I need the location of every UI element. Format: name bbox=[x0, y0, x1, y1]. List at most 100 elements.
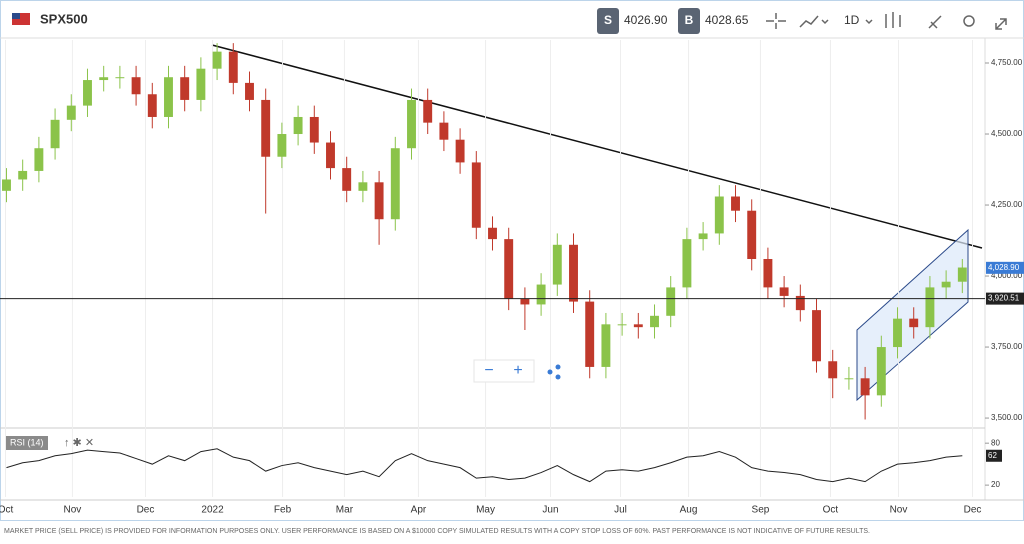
rsi-controls[interactable]: ↑ ✱ ✕ bbox=[64, 437, 94, 449]
candle-body bbox=[925, 287, 935, 328]
x-tick-label: Nov bbox=[64, 505, 82, 516]
candle-body bbox=[390, 148, 400, 220]
y-tick-label: 4,000.00 bbox=[991, 271, 1023, 280]
candle-body bbox=[374, 182, 384, 220]
zoom-controls bbox=[473, 359, 535, 383]
x-tick-label: Oct bbox=[0, 505, 14, 516]
candle-body bbox=[180, 77, 190, 100]
candle-body bbox=[569, 244, 578, 302]
sell-price: 4026.90 bbox=[624, 13, 668, 27]
x-tick-label: Jun bbox=[542, 505, 558, 516]
rsi-last-label: 62 bbox=[988, 451, 997, 460]
candle-body bbox=[326, 142, 335, 169]
toolbar-icons[interactable] bbox=[766, 12, 1007, 30]
candle-body bbox=[682, 239, 692, 288]
rsi-title: RSI (14) bbox=[10, 437, 44, 447]
x-tick-label: Feb bbox=[274, 505, 292, 516]
y-tick-label: 3,500.00 bbox=[991, 413, 1023, 422]
share-button[interactable] bbox=[547, 364, 561, 380]
candle-body bbox=[812, 310, 821, 362]
x-tick-label: Aug bbox=[680, 505, 698, 516]
candle-body bbox=[277, 134, 287, 157]
candle-body bbox=[293, 116, 303, 135]
candle-body bbox=[228, 51, 238, 83]
candle-body bbox=[50, 119, 60, 149]
x-tick-label: Sep bbox=[752, 505, 770, 516]
candle-body bbox=[455, 139, 465, 163]
candle-body bbox=[893, 318, 902, 348]
candle-body bbox=[423, 99, 433, 123]
candle-body bbox=[747, 210, 757, 259]
last-price-label: 4,028.90 bbox=[988, 263, 1020, 272]
y-tick-label: 3,750.00 bbox=[991, 342, 1023, 351]
candle-body bbox=[196, 68, 206, 100]
candle-body bbox=[520, 298, 530, 305]
zoom-out[interactable]: − bbox=[484, 362, 493, 379]
candle-body bbox=[439, 122, 449, 140]
y-tick-label: 4,750.00 bbox=[991, 58, 1023, 67]
buy-label: B bbox=[685, 13, 694, 27]
candle-body bbox=[83, 80, 92, 106]
candle-body bbox=[731, 196, 740, 211]
candle-body bbox=[552, 244, 562, 285]
candle-body bbox=[860, 378, 870, 396]
candle-body bbox=[164, 77, 173, 117]
trend-line[interactable] bbox=[211, 44, 983, 249]
x-tick-label: Jul bbox=[614, 505, 627, 516]
candle-body bbox=[309, 116, 319, 143]
price-line-label: 3,920.51 bbox=[988, 294, 1020, 303]
candle-body bbox=[147, 94, 157, 117]
candle-body bbox=[876, 347, 886, 396]
rsi-tick-label: 20 bbox=[991, 480, 1000, 489]
x-tick-label: Dec bbox=[137, 505, 155, 516]
candle-body bbox=[471, 162, 481, 228]
candle-body bbox=[261, 99, 271, 157]
symbol[interactable]: SPX500 bbox=[40, 11, 88, 26]
last-price-badge bbox=[986, 261, 1024, 274]
candle-body bbox=[34, 148, 44, 171]
rsi-tick-label: 80 bbox=[991, 438, 1000, 447]
candle-body bbox=[844, 378, 854, 380]
candle-body bbox=[666, 287, 676, 316]
candle-body bbox=[488, 227, 497, 240]
x-tick-label: Apr bbox=[411, 505, 427, 516]
x-tick-label: 2022 bbox=[201, 505, 224, 516]
candle-body bbox=[342, 168, 352, 191]
x-tick-label: Nov bbox=[890, 505, 908, 516]
x-tick-label: May bbox=[476, 505, 495, 516]
sell-badge[interactable] bbox=[597, 8, 619, 34]
y-tick-label: 4,250.00 bbox=[991, 200, 1023, 209]
candle-body bbox=[779, 287, 789, 296]
candle-body bbox=[957, 267, 967, 282]
timeframe[interactable]: 1D bbox=[844, 13, 860, 27]
y-tick-label: 4,500.00 bbox=[991, 129, 1023, 138]
candle-body bbox=[18, 170, 28, 180]
flag-icon-canton bbox=[12, 13, 20, 19]
zoom-in[interactable]: + bbox=[513, 362, 522, 379]
x-tick-label: Oct bbox=[823, 505, 839, 516]
candle-body bbox=[66, 105, 76, 120]
rsi-badge[interactable] bbox=[6, 436, 48, 450]
sell-label: S bbox=[604, 13, 612, 27]
rsi-last-badge bbox=[986, 449, 1002, 462]
buy-badge[interactable] bbox=[678, 8, 700, 34]
candle-body bbox=[633, 324, 643, 328]
candle-body bbox=[407, 99, 416, 149]
candle-body bbox=[698, 233, 708, 240]
disclaimer: MARKET PRICE (SELL PRICE) IS PROVIDED FO… bbox=[4, 528, 870, 535]
candle-body bbox=[245, 82, 254, 100]
candle-body bbox=[601, 324, 611, 367]
candle-body bbox=[212, 51, 222, 69]
price-line-badge bbox=[986, 292, 1024, 305]
candle-body bbox=[131, 77, 141, 95]
candle-body bbox=[358, 182, 368, 191]
candle-body bbox=[763, 258, 773, 288]
rsi-line bbox=[6, 448, 963, 483]
x-tick-label: Mar bbox=[336, 505, 354, 516]
x-tick-label: Dec bbox=[964, 505, 982, 516]
candle-body bbox=[504, 239, 514, 299]
buy-price: 4028.65 bbox=[705, 13, 749, 27]
candle-body bbox=[536, 284, 546, 305]
candle-body bbox=[115, 77, 125, 79]
